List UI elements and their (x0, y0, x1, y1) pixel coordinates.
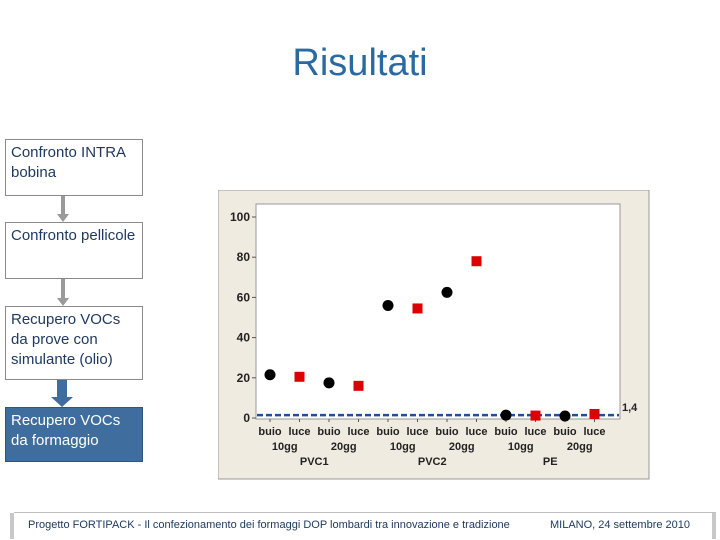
y-tick-label: 100 (230, 210, 250, 224)
x-time-label: 10gg (390, 441, 416, 453)
data-point-circle (323, 377, 335, 389)
flow-arrow-2 (57, 279, 69, 306)
x-time-label: 20gg (331, 441, 357, 453)
y-tick-label: 40 (237, 331, 251, 345)
footer-bar: Progetto FORTIPACK - Il confezionamento … (10, 512, 716, 539)
data-point-circle (382, 299, 394, 311)
x-condition-label: luce (524, 426, 546, 438)
y-tick-label: 0 (243, 411, 250, 425)
flow-step-recupero-vocs-formaggio: Recupero VOCs da formaggio (5, 407, 143, 462)
flow-step-confronto-pellicole: Confronto pellicole (5, 222, 143, 279)
data-point-circle (264, 369, 276, 381)
data-point-square (294, 371, 305, 382)
x-condition-label: luce (347, 426, 369, 438)
x-film-label: PVC1 (300, 456, 329, 468)
y-tick-label: 20 (237, 371, 251, 385)
x-time-label: 10gg (508, 441, 534, 453)
data-point-square (471, 256, 482, 267)
data-point-square (530, 410, 541, 421)
x-condition-label: luce (583, 426, 605, 438)
x-condition-label: buio (317, 426, 340, 438)
data-point-circle (500, 409, 512, 421)
data-point-circle (559, 410, 571, 422)
slide-title: Risultati (292, 42, 428, 84)
x-condition-label: buio (494, 426, 517, 438)
y-tick-label: 60 (237, 290, 251, 304)
x-time-label: 20gg (567, 441, 593, 453)
plot-area (255, 203, 621, 420)
flow-arrow-3 (51, 380, 73, 407)
data-point-square (412, 303, 423, 314)
x-condition-label: luce (406, 426, 428, 438)
x-condition-label: buio (435, 426, 458, 438)
reference-line-label: 1,4 (622, 402, 638, 414)
flow-step-recupero-vocs-simulante: Recupero VOCs da prove con simulante (ol… (5, 306, 143, 380)
x-condition-label: luce (465, 426, 487, 438)
data-point-square (589, 408, 600, 419)
y-tick-label: 80 (237, 250, 251, 264)
flow-step-confronto-intra-bobina: Confronto INTRA bobina (5, 139, 143, 196)
x-film-label: PE (543, 456, 558, 468)
footer-left-cap (10, 513, 14, 539)
footer-project-text: Progetto FORTIPACK - Il confezionamento … (28, 519, 510, 531)
x-condition-label: luce (288, 426, 310, 438)
x-film-label: PVC2 (418, 456, 447, 468)
footer-right-cap (712, 513, 716, 539)
x-condition-label: buio (258, 426, 281, 438)
x-time-label: 10gg (272, 441, 298, 453)
flow-arrow-1 (57, 196, 69, 222)
footer-date-text: MILANO, 24 settembre 2010 (549, 519, 690, 531)
data-point-circle (441, 286, 453, 298)
x-time-label: 20gg (449, 441, 475, 453)
x-condition-label: buio (553, 426, 576, 438)
data-point-square (353, 380, 364, 391)
x-condition-label: buio (376, 426, 399, 438)
